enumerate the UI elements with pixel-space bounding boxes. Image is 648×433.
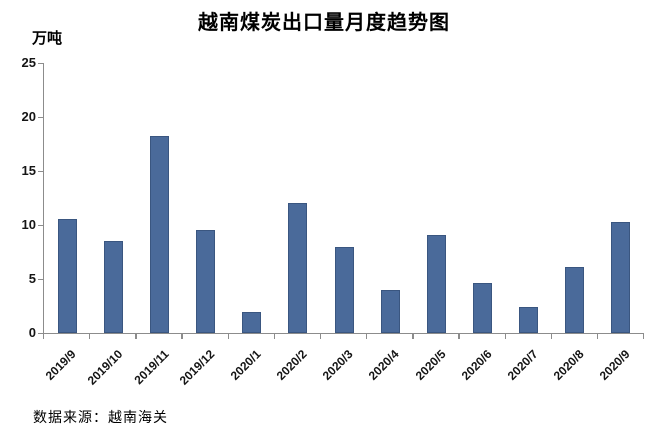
x-tick-label: 2019/9 <box>43 347 79 383</box>
x-tick-mark <box>596 334 599 339</box>
x-tick-mark <box>43 334 45 339</box>
bar <box>426 234 446 333</box>
x-tick-label: 2020/6 <box>458 347 495 383</box>
x-tick-mark <box>273 334 276 339</box>
bar <box>519 307 539 333</box>
source-note: 数据来源：越南海关 <box>33 409 168 425</box>
y-axis-unit-label: 万吨 <box>32 30 63 47</box>
bar <box>242 312 262 333</box>
x-tick-label: 2020/1 <box>227 347 264 383</box>
x-tick-mark <box>412 334 414 339</box>
y-tick-mark <box>38 171 43 173</box>
x-tick-label: 2019/11 <box>131 347 172 388</box>
y-tick-mark <box>38 117 43 119</box>
x-tick-mark <box>550 334 552 339</box>
y-tick-label: 25 <box>21 55 36 70</box>
x-tick-mark <box>135 334 137 339</box>
x-tick-label: 2019/12 <box>176 347 218 388</box>
x-tick-label: 2020/7 <box>504 347 541 383</box>
x-tick-mark <box>504 334 506 339</box>
x-tick-label: 2020/4 <box>366 347 403 383</box>
y-tick-mark <box>38 333 43 335</box>
y-tick-label: 5 <box>28 271 36 286</box>
x-tick-mark <box>366 334 368 339</box>
bar <box>196 230 216 333</box>
chart-title: 越南煤炭出口量月度趋势图 <box>198 12 450 34</box>
y-tick-label: 10 <box>21 217 36 232</box>
y-tick-mark <box>38 63 43 65</box>
x-tick-label: 2020/9 <box>596 347 633 383</box>
x-tick-label: 2019/10 <box>84 347 126 388</box>
bar <box>565 267 585 333</box>
bar <box>380 289 400 333</box>
x-tick-mark <box>643 334 645 339</box>
x-tick-mark <box>458 334 460 339</box>
y-tick-mark <box>38 279 43 281</box>
x-tick-label: 2020/2 <box>273 347 310 383</box>
x-tick-label: 2020/5 <box>412 347 449 383</box>
bar <box>57 218 77 333</box>
bar <box>103 241 123 333</box>
x-tick-label: 2020/8 <box>550 347 587 383</box>
x-tick-mark <box>227 334 229 339</box>
bar <box>288 203 308 333</box>
y-tick-mark <box>38 225 43 227</box>
plot-area <box>43 63 644 334</box>
x-tick-label: 2020/3 <box>320 347 356 383</box>
bar <box>472 283 492 333</box>
y-tick-label: 0 <box>28 325 36 340</box>
y-tick-label: 20 <box>21 109 36 124</box>
x-tick-mark <box>319 334 322 339</box>
y-tick-label: 15 <box>21 163 36 178</box>
x-tick-mark <box>181 334 183 339</box>
bar <box>149 136 169 333</box>
bar <box>334 246 354 333</box>
bar <box>611 221 631 333</box>
x-tick-mark <box>89 334 91 339</box>
